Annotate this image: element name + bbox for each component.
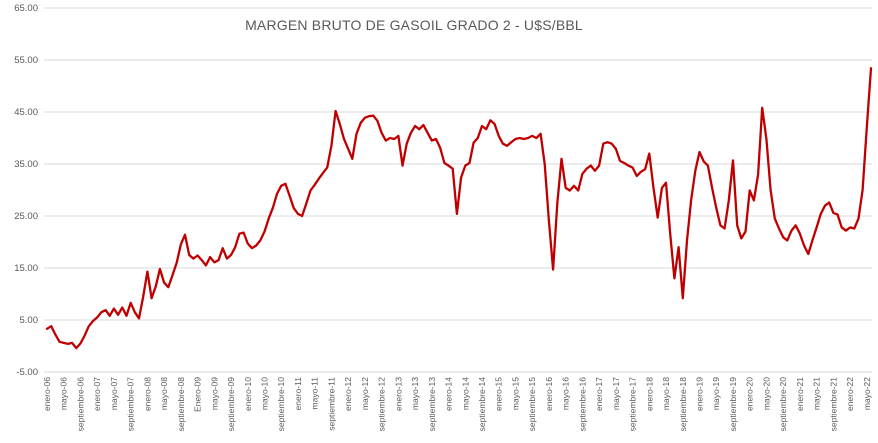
y-tick-label: 15.00 bbox=[14, 263, 38, 274]
x-tick-label: enero-22 bbox=[845, 377, 855, 411]
x-tick-label: mayo-11 bbox=[310, 377, 320, 410]
x-tick-label: septiembre-09 bbox=[226, 377, 236, 432]
x-tick-label: enero-06 bbox=[42, 377, 52, 411]
y-tick-label: 5.00 bbox=[20, 315, 39, 326]
gridlines bbox=[44, 7, 872, 373]
x-tick-label: mayo-10 bbox=[260, 377, 270, 410]
y-tick-label: 35.00 bbox=[14, 159, 38, 170]
x-tick-label: mayo-22 bbox=[862, 377, 872, 410]
y-tick-label: -5.00 bbox=[16, 367, 38, 378]
x-tick-label: enero-15 bbox=[494, 377, 504, 411]
chart-title: MARGEN BRUTO DE GASOIL GRADO 2 - U$S/BBL bbox=[245, 17, 583, 33]
x-tick-label: enero-12 bbox=[343, 377, 353, 411]
x-tick-label: septiembre-08 bbox=[176, 377, 186, 432]
x-axis-labels: enero-06 mayo-06 septiembre-06 enero-07 mayo… bbox=[42, 377, 872, 432]
x-tick-label: septiembre-10 bbox=[276, 377, 286, 432]
x-tick-label: enero-11 bbox=[293, 377, 303, 411]
x-tick-label: septiembre-18 bbox=[678, 377, 688, 432]
x-tick-label: enero-08 bbox=[142, 377, 152, 411]
y-tick-label: 45.00 bbox=[14, 107, 38, 118]
x-tick-label: septiembre-20 bbox=[778, 377, 788, 432]
x-tick-label: septiembre-17 bbox=[628, 377, 638, 432]
x-tick-label: septiembre-21 bbox=[828, 377, 838, 432]
x-tick-label: mayo-17 bbox=[611, 377, 621, 410]
x-tick-label: enero-14 bbox=[444, 377, 454, 411]
x-tick-label: mayo-09 bbox=[209, 377, 219, 410]
x-tick-label: septiembre-15 bbox=[527, 377, 537, 432]
x-tick-label: mayo-14 bbox=[460, 377, 470, 410]
x-tick-label: Enero-09 bbox=[193, 377, 203, 412]
x-tick-label: mayo-13 bbox=[410, 377, 420, 410]
x-tick-label: enero-10 bbox=[243, 377, 253, 411]
y-tick-label: 65.00 bbox=[14, 3, 38, 14]
x-tick-label: mayo-08 bbox=[159, 377, 169, 410]
x-tick-label: enero-16 bbox=[544, 377, 554, 411]
x-tick-label: mayo-16 bbox=[561, 377, 571, 410]
y-tick-label: 25.00 bbox=[14, 211, 38, 222]
x-tick-label: septiembre-16 bbox=[577, 377, 587, 432]
x-tick-label: septiembre-07 bbox=[126, 377, 136, 432]
x-tick-label: septiembre-14 bbox=[477, 377, 487, 432]
x-tick-label: mayo-19 bbox=[711, 377, 721, 410]
x-tick-label: mayo-21 bbox=[812, 377, 822, 410]
x-tick-label: septiembre-12 bbox=[377, 377, 387, 432]
x-tick-label: septiembre-13 bbox=[427, 377, 437, 432]
x-tick-label: enero-19 bbox=[695, 377, 705, 411]
x-tick-label: enero-13 bbox=[393, 377, 403, 411]
x-tick-label: septiembre-19 bbox=[728, 377, 738, 432]
x-tick-label: mayo-18 bbox=[661, 377, 671, 410]
x-tick-label: septiembre-11 bbox=[326, 377, 336, 431]
x-tick-label: mayo-07 bbox=[109, 377, 119, 410]
x-tick-label: enero-20 bbox=[745, 377, 755, 411]
y-tick-label: 55.00 bbox=[14, 55, 38, 66]
x-tick-label: mayo-12 bbox=[360, 377, 370, 410]
x-tick-label: mayo-20 bbox=[761, 377, 771, 410]
y-axis-labels: -5.00 5.00 15.00 25.00 35.00 45.00 55.00 65.00 bbox=[14, 3, 38, 378]
x-tick-label: enero-07 bbox=[92, 377, 102, 411]
margin-series-line bbox=[45, 67, 873, 350]
x-tick-label: enero-17 bbox=[594, 377, 604, 411]
x-tick-label: enero-18 bbox=[644, 377, 654, 411]
x-tick-label: enero-21 bbox=[795, 377, 805, 411]
x-tick-label: septiembre-06 bbox=[75, 377, 85, 432]
x-tick-label: mayo-06 bbox=[59, 377, 69, 410]
x-tick-label: mayo-15 bbox=[510, 377, 520, 410]
